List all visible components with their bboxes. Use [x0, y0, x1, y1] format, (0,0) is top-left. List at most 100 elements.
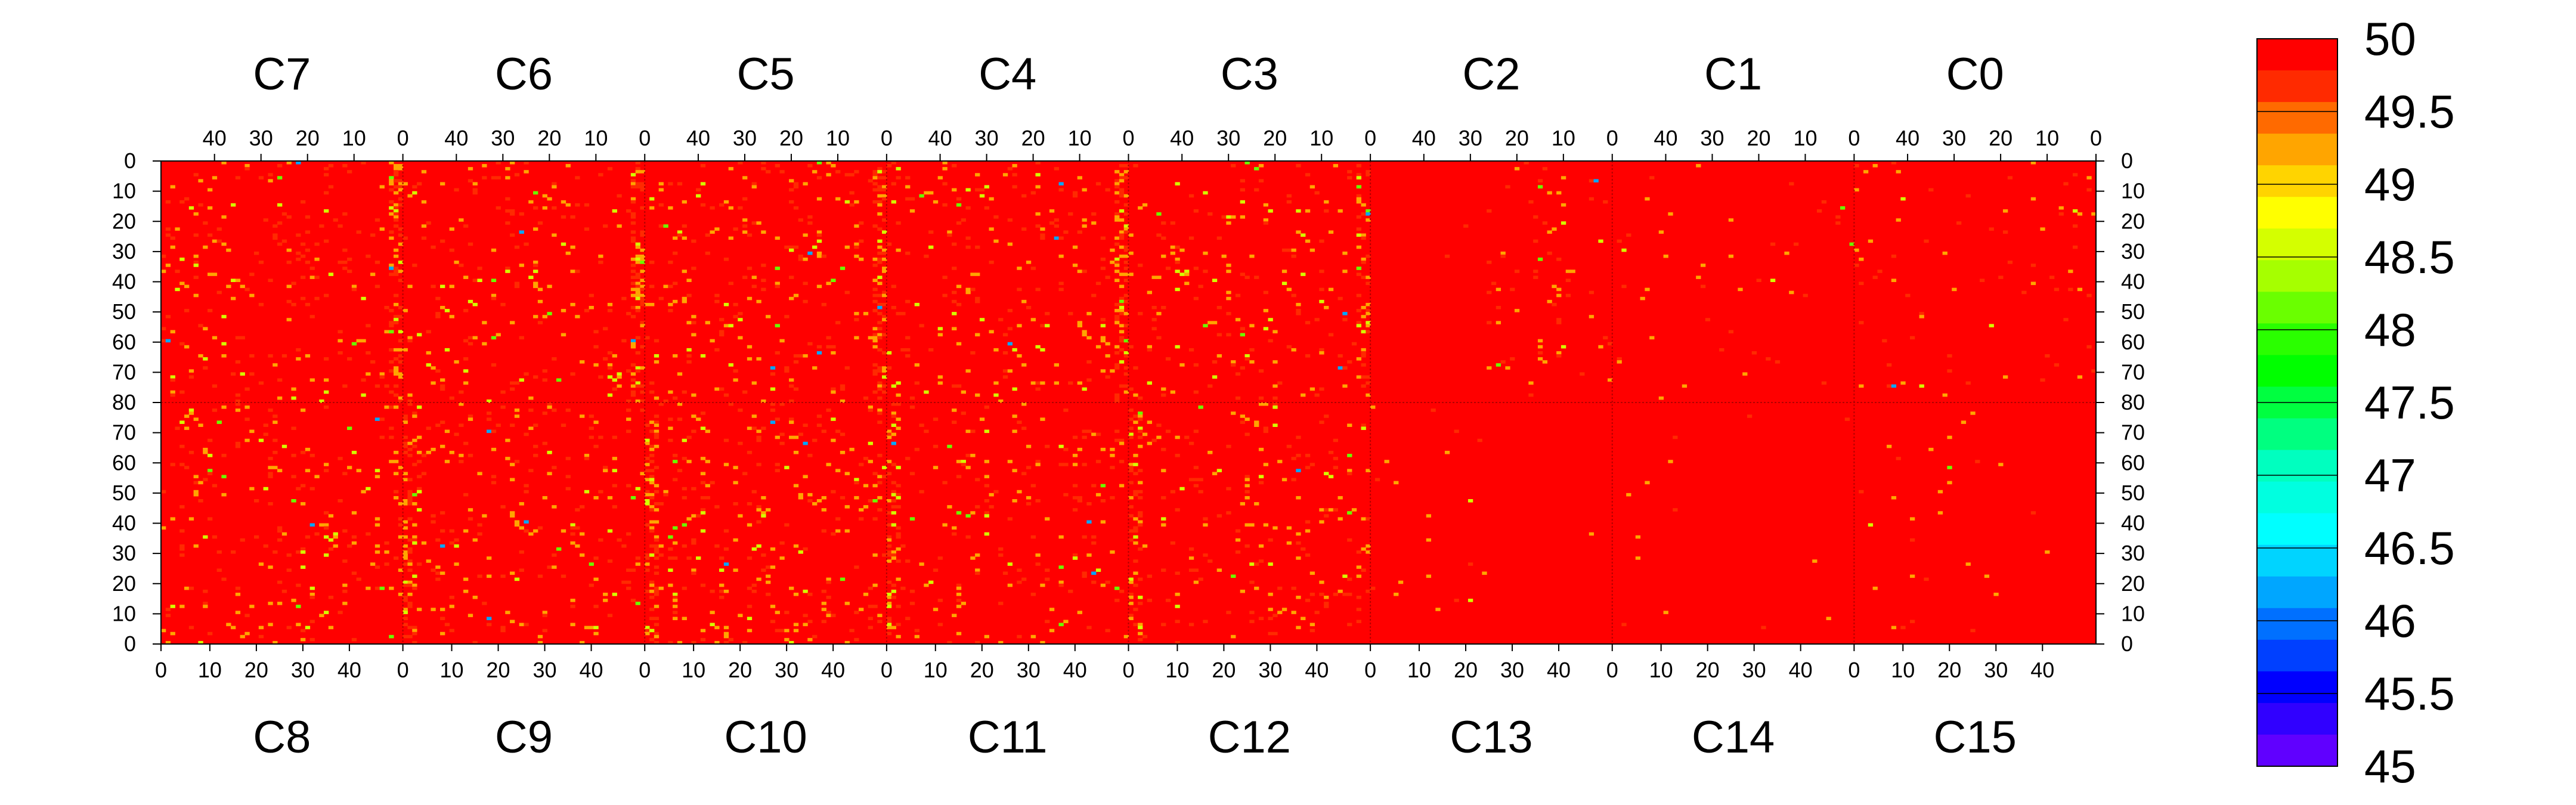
heatmap-cell [1240, 414, 1246, 418]
heatmap-cell [612, 387, 617, 391]
heatmap-cell [1305, 520, 1311, 524]
heatmap-cell [328, 185, 334, 189]
heatmap-cell [1021, 402, 1027, 406]
heatmap-cell [268, 354, 273, 358]
heatmap-cell [1110, 447, 1115, 451]
heatmap-cell [872, 309, 878, 312]
heatmap-cell [291, 454, 296, 457]
heatmap-cell [398, 399, 404, 403]
heatmap-cell [273, 438, 278, 442]
heatmap-cell [1891, 626, 1897, 630]
heatmap-cell [402, 580, 408, 584]
heatmap-cell [208, 233, 213, 237]
heatmap-cell [630, 179, 636, 182]
heatmap-cell [1263, 218, 1269, 222]
heatmap-cell [402, 617, 408, 620]
heatmap-cell [1212, 360, 1218, 364]
heatmap-cell [1203, 523, 1208, 527]
heatmap-cell [1165, 599, 1171, 602]
heatmap-cell [742, 472, 748, 475]
heatmap-cell [1156, 435, 1162, 439]
heatmap-cell [500, 405, 506, 409]
heatmap-cell [1328, 333, 1334, 337]
heatmap-cell [170, 245, 175, 249]
heatmap-cell [449, 227, 454, 231]
heatmap-cell [1123, 170, 1129, 174]
heatmap-cell [868, 626, 873, 630]
heatmap-cell [370, 233, 376, 237]
heatmap-cell [519, 568, 524, 572]
heatmap-cell [640, 182, 645, 185]
heatmap-cell [924, 390, 929, 394]
heatmap-cell [1035, 562, 1041, 566]
heatmap-cell [1012, 499, 1017, 503]
heatmap-cell [309, 315, 315, 318]
heatmap-cell [1533, 239, 1538, 243]
heatmap-cell [770, 620, 776, 624]
heatmap-cell [723, 626, 729, 630]
heatmap-cell [1002, 351, 1008, 355]
heatmap-cell [1123, 278, 1129, 282]
heatmap-cell [542, 315, 547, 318]
heatmap-cell [770, 605, 776, 608]
heatmap-cell [1105, 628, 1110, 633]
heatmap-cell [1147, 290, 1152, 295]
heatmap-cell [1119, 589, 1125, 593]
heatmap-cell [1305, 454, 1311, 457]
heatmap-cell [296, 233, 301, 237]
heatmap-cell [1645, 287, 1650, 292]
heatmap-cell [1226, 270, 1231, 273]
heatmap-cell [826, 345, 831, 349]
heatmap-cell [928, 191, 934, 195]
heatmap-cell [1082, 218, 1087, 222]
heatmap-cell [1347, 472, 1352, 475]
heatmap-cell [1077, 230, 1082, 234]
heatmap-cell [193, 275, 199, 279]
heatmap-cell [1035, 161, 1041, 165]
colorbar-segment [2257, 418, 2337, 451]
heatmap-cell [761, 287, 766, 292]
heatmap-cell [891, 411, 896, 415]
heatmap-cell [965, 188, 971, 192]
heatmap-cell [1114, 242, 1120, 246]
heatmap-cell [440, 378, 445, 382]
heatmap-cell [747, 502, 753, 506]
heatmap-cell [673, 596, 678, 599]
heatmap-cell [714, 387, 720, 391]
heatmap-cell [542, 628, 547, 633]
heatmap-cell [896, 623, 901, 627]
heatmap-cell [733, 378, 738, 382]
heatmap-cell [347, 357, 352, 361]
heatmap-cell [277, 396, 283, 400]
heatmap-cell [1277, 611, 1283, 614]
colorbar-segment [2257, 165, 2337, 198]
heatmap-cell [738, 408, 743, 412]
heatmap-cell [640, 299, 645, 304]
heatmap-cell [301, 628, 306, 633]
heatmap-cell [277, 221, 283, 225]
heatmap-cell [1621, 284, 1627, 289]
heatmap-cell [216, 290, 222, 295]
heatmap-cell [882, 390, 887, 394]
bottom-x-tick-label: 40 [1063, 658, 1087, 682]
heatmap-cell [649, 596, 655, 599]
heatmap-cell [696, 194, 701, 198]
heatmap-cell [258, 176, 264, 179]
heatmap-cell [979, 318, 985, 321]
heatmap-cell [472, 302, 478, 306]
heatmap-cell [342, 589, 348, 593]
heatmap-cell [812, 502, 818, 506]
heatmap-cell [1072, 484, 1078, 488]
heatmap-cell [407, 496, 413, 500]
heatmap-cell [658, 182, 664, 185]
heatmap-cell [193, 254, 199, 258]
heatmap-cell [831, 278, 836, 282]
heatmap-cell [789, 275, 794, 279]
heatmap-cell [1235, 538, 1241, 542]
heatmap-cell [417, 333, 422, 337]
heatmap-cell [291, 387, 296, 391]
heatmap-cell [454, 261, 459, 264]
heatmap-cell [208, 469, 213, 472]
heatmap-cell [1175, 345, 1180, 349]
heatmap-cell [1216, 236, 1222, 240]
